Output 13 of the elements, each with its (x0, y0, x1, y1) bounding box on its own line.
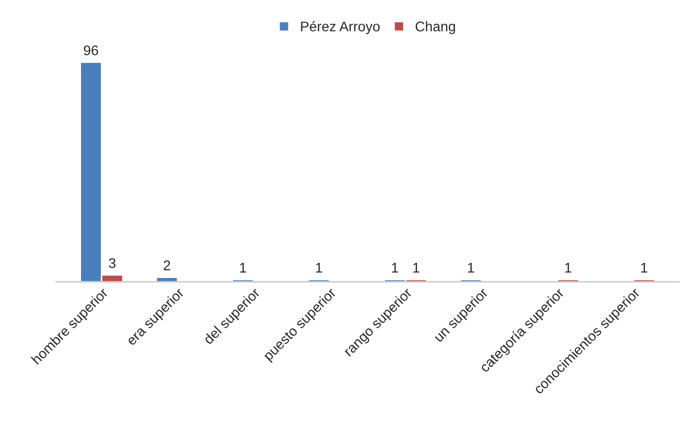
data-label: 1 (413, 262, 420, 272)
bar (156, 276, 178, 282)
data-label: 96 (84, 45, 98, 56)
data-label: 1 (641, 262, 648, 272)
data-label: 1 (468, 262, 474, 272)
legend-label: Pérez Arroyo (301, 21, 380, 34)
data-label: 1 (392, 262, 398, 272)
data-label: 1 (565, 262, 572, 272)
data-label: 1 (240, 262, 246, 272)
data-label: 3 (108, 258, 116, 268)
data-label: 2 (164, 260, 170, 270)
legend-label: Chang (416, 21, 455, 34)
data-label: 1 (316, 262, 322, 272)
